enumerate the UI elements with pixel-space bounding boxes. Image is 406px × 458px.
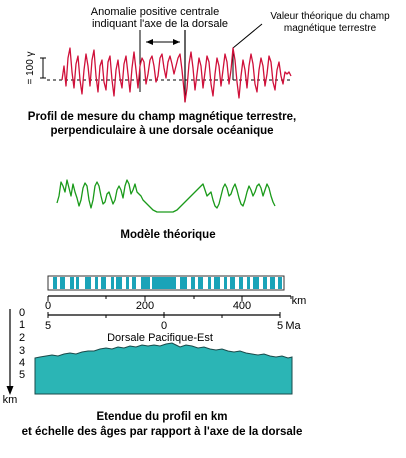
distance-tick-0: 0 bbox=[45, 300, 51, 312]
age-tick-right: 5 bbox=[277, 320, 283, 332]
measured-profile bbox=[61, 47, 292, 103]
age-tick-center: 0 bbox=[161, 320, 167, 332]
theoretical-value-label-1: Valeur théorique du champ bbox=[270, 11, 390, 22]
arrow-head-left bbox=[146, 39, 153, 45]
distance-tick-200: 200 bbox=[136, 300, 154, 312]
distance-unit: km bbox=[292, 295, 307, 307]
arrow-head-right bbox=[173, 39, 180, 45]
theoretical-value-pointer bbox=[232, 23, 263, 49]
central-anomaly-label-1: Anomalie positive centrale bbox=[91, 6, 219, 18]
distance-tick-400: 400 bbox=[233, 300, 251, 312]
age-unit: Ma bbox=[285, 320, 301, 332]
model-caption: Modèle théorique bbox=[120, 229, 215, 241]
age-axis: 5 0 5 Ma bbox=[45, 312, 302, 332]
depth-axis: 0 1 2 3 4 5 km bbox=[3, 307, 25, 406]
measured-profile-caption-2: perpendiculaire à une dorsale océanique bbox=[50, 125, 273, 137]
depth-tick-4: 4 bbox=[19, 357, 25, 369]
ridge-name-label: Dorsale Pacifique-Est bbox=[107, 332, 213, 344]
theoretical-value-label-2: magnétique terrestre bbox=[284, 23, 377, 34]
seafloor-profile bbox=[34, 342, 293, 395]
model-profile bbox=[56, 179, 276, 213]
depth-tick-2: 2 bbox=[19, 332, 25, 344]
bottom-caption-1: Etendue du profil en km bbox=[97, 411, 228, 423]
depth-tick-5: 5 bbox=[19, 369, 25, 381]
distance-axis: 0 200 400 km bbox=[45, 295, 306, 312]
depth-tick-0: 0 bbox=[19, 307, 25, 319]
scale-bar-label: = 100 γ bbox=[25, 51, 36, 84]
magnetic-stripe-band bbox=[47, 275, 285, 291]
measured-profile-caption-1: Profil de mesure du champ magnétique ter… bbox=[28, 111, 296, 123]
depth-tick-1: 1 bbox=[19, 319, 25, 331]
age-tick-left: 5 bbox=[45, 320, 51, 332]
central-anomaly-label-2: indiquant l'axe de la dorsale bbox=[92, 18, 228, 30]
depth-unit: km bbox=[3, 394, 18, 406]
depth-tick-3: 3 bbox=[19, 345, 25, 357]
bottom-caption-2: et échelle des âges par rapport à l'axe … bbox=[22, 426, 303, 438]
